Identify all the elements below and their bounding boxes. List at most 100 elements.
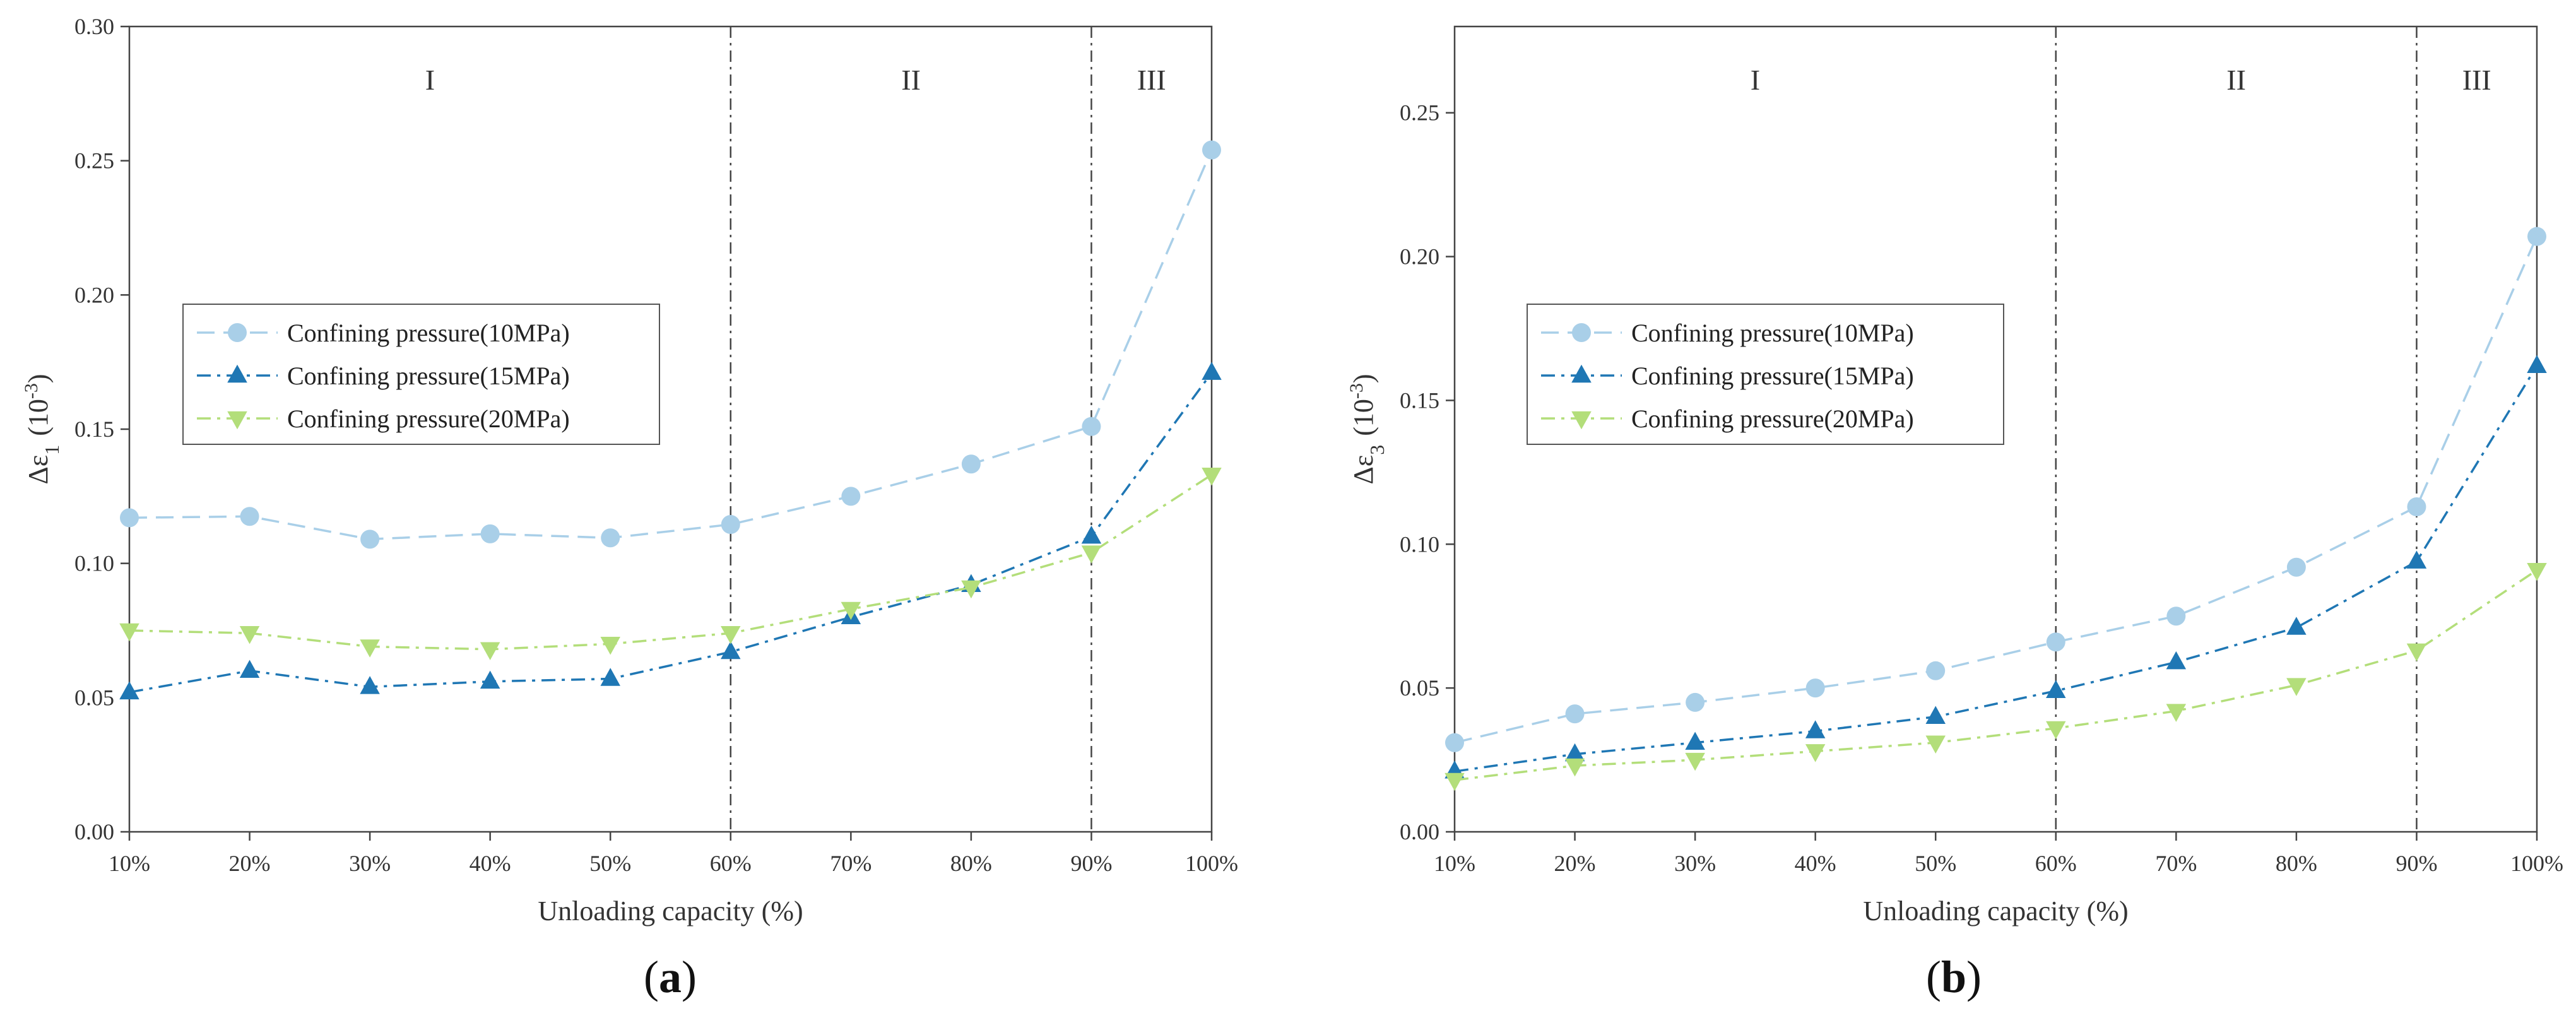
data-point bbox=[119, 681, 139, 700]
data-point bbox=[239, 660, 260, 678]
x-tick-label: 50% bbox=[589, 851, 631, 876]
data-point bbox=[2286, 678, 2307, 696]
legend-entry: Confining pressure(10MPa) bbox=[287, 319, 570, 347]
x-axis-title: Unloading capacity (%) bbox=[1863, 896, 2128, 926]
data-point bbox=[2166, 607, 2186, 626]
y-tick-label: 0.00 bbox=[1400, 819, 1439, 844]
chart-panel-a: 0.00 0.05 0.10 0.15 0.20 0.25 0.30 10% 20% 30% 40%… bbox=[21, 14, 1239, 1002]
y-tick-label: 0.15 bbox=[74, 417, 114, 442]
data-point bbox=[2406, 550, 2427, 569]
data-point bbox=[480, 524, 500, 543]
data-point bbox=[2046, 632, 2065, 652]
legend-marker bbox=[1571, 364, 1592, 383]
data-point bbox=[1805, 744, 1826, 762]
data-point bbox=[239, 626, 260, 644]
series-1 bbox=[120, 140, 1221, 549]
data-point bbox=[360, 530, 380, 549]
data-point bbox=[841, 601, 861, 620]
data-point bbox=[120, 508, 139, 528]
series-line bbox=[1454, 569, 2538, 781]
data-point bbox=[961, 580, 981, 599]
data-point bbox=[721, 626, 741, 644]
data-point bbox=[1685, 731, 1705, 750]
data-point bbox=[2406, 643, 2427, 662]
legend-marker bbox=[227, 411, 247, 430]
data-point bbox=[2166, 651, 2187, 670]
x-tick-label: 100% bbox=[2510, 851, 2563, 876]
y-tick-label: 0.05 bbox=[1400, 675, 1439, 701]
series-line bbox=[1454, 235, 2538, 744]
data-point bbox=[1685, 752, 1705, 771]
data-point bbox=[360, 676, 380, 694]
data-point bbox=[2286, 557, 2306, 577]
x-tick-label: 70% bbox=[830, 851, 871, 876]
data-point bbox=[1445, 772, 1465, 791]
data-point bbox=[1686, 692, 1705, 712]
data-point bbox=[1202, 468, 1222, 486]
data-point bbox=[1925, 735, 1946, 754]
data-point bbox=[1925, 706, 1946, 724]
x-tick-label: 10% bbox=[109, 851, 150, 876]
x-tick-label: 80% bbox=[950, 851, 992, 876]
y-tick-label: 0.25 bbox=[1400, 100, 1439, 126]
data-point bbox=[480, 642, 500, 661]
data-point bbox=[2046, 721, 2066, 740]
legend-entry: Confining pressure(15MPa) bbox=[287, 362, 570, 390]
series-line bbox=[129, 149, 1213, 541]
y-tick-label: 0.10 bbox=[74, 551, 114, 576]
data-point bbox=[360, 639, 380, 658]
data-point bbox=[1805, 678, 1825, 698]
x-tick-label: 20% bbox=[1554, 851, 1596, 876]
data-point bbox=[480, 670, 500, 689]
y-tick-label: 0.25 bbox=[74, 148, 114, 174]
x-tick-label: 30% bbox=[349, 851, 391, 876]
data-point bbox=[1081, 545, 1102, 564]
x-tick-label: 30% bbox=[1674, 851, 1716, 876]
data-point bbox=[1202, 140, 1221, 160]
y-tick-label: 0.05 bbox=[74, 685, 114, 710]
legend-entry: Confining pressure(20MPa) bbox=[287, 405, 570, 433]
region-label: II bbox=[901, 64, 921, 96]
data-point bbox=[961, 454, 981, 474]
legend-box bbox=[182, 304, 660, 445]
data-point bbox=[601, 528, 620, 548]
data-point bbox=[721, 641, 741, 660]
data-point bbox=[1202, 362, 1222, 380]
data-point bbox=[1082, 417, 1101, 436]
data-point bbox=[2166, 704, 2187, 722]
data-point bbox=[1565, 704, 1585, 724]
x-tick-label: 90% bbox=[1070, 851, 1112, 876]
region-label: I bbox=[425, 64, 435, 96]
x-tick-label: 50% bbox=[1915, 851, 1956, 876]
legend-box bbox=[1527, 304, 2004, 445]
legend-entry: Confining pressure(20MPa) bbox=[1631, 405, 1914, 433]
x-tick-label: 80% bbox=[2276, 851, 2317, 876]
legend-entry: Confining pressure(10MPa) bbox=[1631, 319, 1914, 347]
x-tick-label: 90% bbox=[2396, 851, 2437, 876]
data-point bbox=[119, 623, 139, 642]
legend-marker bbox=[1571, 411, 1592, 430]
legend-entry: Confining pressure(15MPa) bbox=[1631, 362, 1914, 390]
data-point bbox=[721, 514, 740, 534]
data-point bbox=[240, 507, 259, 526]
x-tick-label: 60% bbox=[2035, 851, 2077, 876]
series-3 bbox=[119, 468, 1222, 661]
y-tick-label: 0.00 bbox=[74, 819, 114, 844]
data-point bbox=[2527, 227, 2546, 246]
data-point bbox=[2407, 497, 2426, 517]
series-line bbox=[1454, 365, 2538, 773]
data-point bbox=[2527, 563, 2547, 581]
x-tick-label: 20% bbox=[229, 851, 271, 876]
legend-marker bbox=[227, 364, 247, 383]
data-point bbox=[1926, 661, 1946, 680]
y-tick-label: 0.15 bbox=[1400, 388, 1439, 413]
x-tick-label: 100% bbox=[1185, 851, 1238, 876]
region-label: III bbox=[2462, 64, 2491, 96]
y-tick-label: 0.20 bbox=[74, 282, 114, 307]
series-1 bbox=[1445, 227, 2546, 752]
y-tick-label: 0.10 bbox=[1400, 531, 1439, 557]
data-point bbox=[2527, 355, 2547, 373]
x-tick-label: 40% bbox=[1795, 851, 1836, 876]
x-tick-label: 60% bbox=[710, 851, 752, 876]
legend-marker bbox=[1572, 323, 1591, 342]
